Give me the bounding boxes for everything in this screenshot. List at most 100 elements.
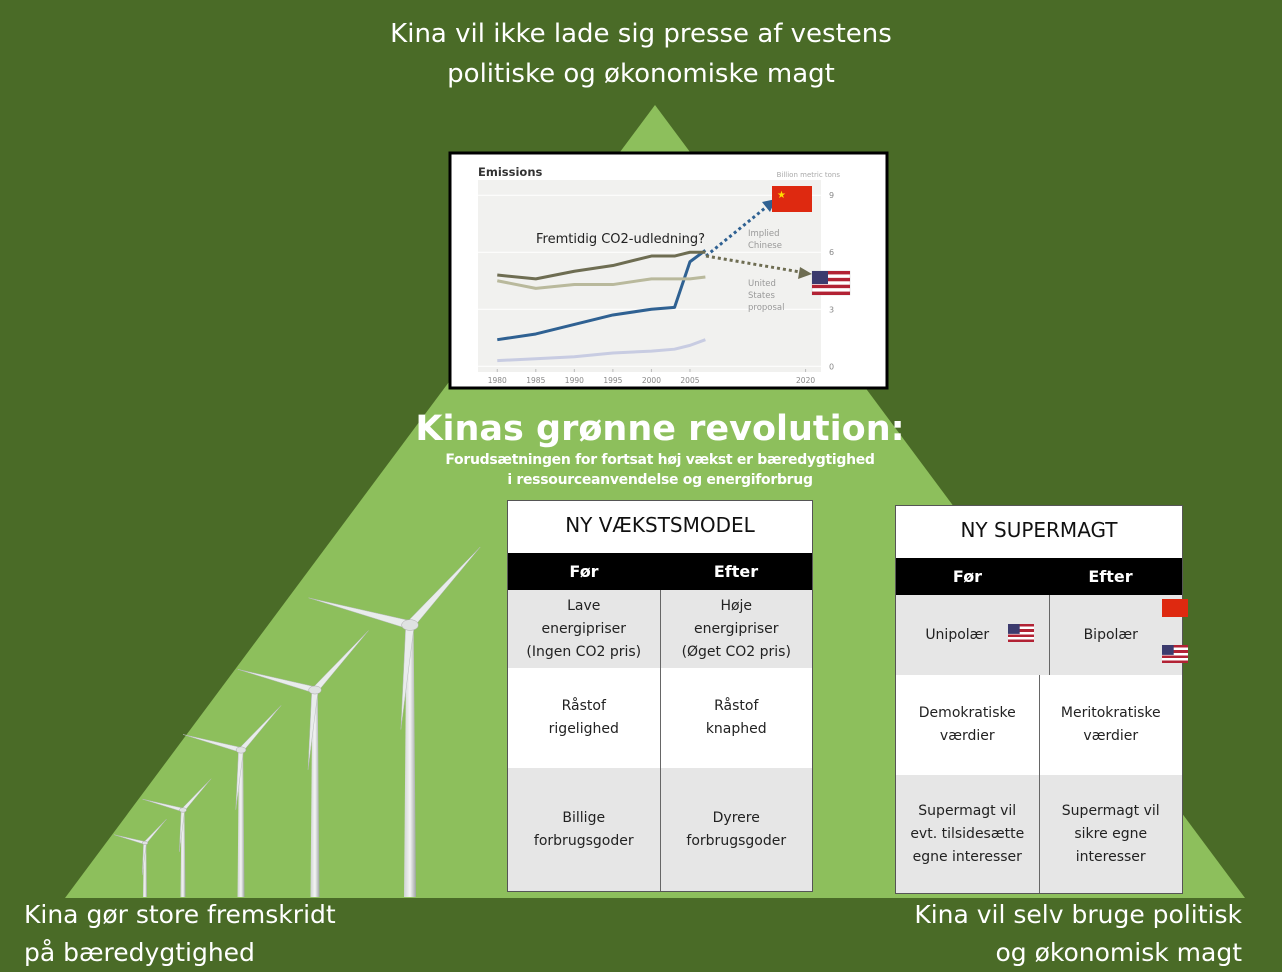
table: NY SUPERMAGT Før Efter Unipolær Bipolær Demok…	[895, 505, 1188, 894]
cell-text: Demokratiske	[918, 705, 1016, 721]
text-line: Kina vil selv bruge politisk	[914, 900, 1242, 929]
cell-text: (Ingen CO2 pris)	[526, 643, 642, 660]
flag-canton	[812, 271, 828, 284]
flag-stripe	[812, 291, 850, 295]
table-cell: Bipolær	[1050, 595, 1188, 675]
text-line: på bæredygtighed	[24, 938, 255, 967]
y-tick-label: 9	[829, 191, 834, 200]
series-label: Implied	[748, 229, 780, 239]
x-tick-label: 1990	[565, 376, 584, 385]
flag-us	[1161, 645, 1188, 663]
series-label: States	[748, 291, 775, 301]
text-line: Kina vil ikke lade sig presse af vestens	[390, 19, 892, 49]
column-header: Før	[952, 567, 983, 586]
cell-text: Meritokratiske	[1060, 705, 1161, 721]
table-row: Råstof rigelighed Råstof knaphed	[508, 668, 812, 768]
table-cell: Supermagt vil evt. tilsidesætte egne inter…	[896, 775, 1040, 893]
top-text: Kina vil ikke lade sig presse af vestens…	[0, 14, 1282, 94]
y-tick-label: 6	[829, 248, 834, 257]
table-cell: Unipolær	[896, 595, 1050, 675]
emissions-chart: 0 3 6 9 1980 1985 1990 1995 2000 2005 2020 ★ Emissio…	[448, 151, 889, 390]
series-line	[497, 338, 706, 363]
table-cell: Supermagt vil sikre egne interesser	[1040, 775, 1183, 893]
cell-text: egne interesser	[912, 848, 1022, 865]
cell-text: værdier	[939, 728, 995, 744]
cell-text: rigelighed	[548, 721, 619, 737]
cell-text: (Øget CO2 pris)	[681, 643, 791, 660]
unit-label: Billion metric tons	[777, 171, 841, 179]
table-cell: Meritokratiske værdier	[1040, 675, 1183, 775]
cell-text: Dyrere	[712, 809, 760, 826]
column-header: Efter	[713, 562, 759, 581]
wind-turbines	[114, 546, 481, 897]
series-line	[497, 249, 707, 342]
cell-text: Supermagt vil	[918, 802, 1017, 819]
series-label: United	[748, 279, 776, 289]
flag-stripe	[812, 271, 850, 275]
table: NY VÆKSTSMODEL Før Efter Lave energipriser (I…	[507, 500, 813, 892]
arrow-head	[798, 267, 812, 279]
table-row: Unipolær Bipolær	[896, 595, 1188, 675]
plot-area	[478, 180, 821, 372]
series-label: Chinese	[748, 241, 782, 251]
heading-subtitle: Forudsætningen for fortsat høj vækst er …	[445, 452, 875, 468]
column-header: Før	[569, 562, 599, 581]
cell-text: Bipolær	[1083, 626, 1138, 643]
table-row: Demokratiske værdier Meritokratiske værdier	[896, 675, 1182, 775]
turbine-tower	[237, 750, 245, 897]
y-tick-label: 3	[829, 305, 834, 314]
turbine-tower	[404, 625, 416, 897]
cell-text: knaphed	[705, 721, 767, 737]
flag-china	[1161, 599, 1188, 617]
cell-text: energipriser	[693, 620, 779, 637]
x-tick-label: 1995	[603, 376, 622, 385]
table-cell: Demokratiske værdier	[896, 675, 1040, 775]
turbine-hub	[401, 619, 419, 631]
cell-text: interesser	[1075, 848, 1146, 865]
flag-china	[772, 186, 812, 212]
table-cell: Høje energipriser (Øget CO2 pris)	[661, 590, 813, 668]
table-row: Billige forbrugsgoder Dyrere forbrugsgoder	[508, 768, 812, 891]
heading-subtitle: i ressourceanvendelse og energiforbrug	[507, 472, 813, 488]
turbine-hub	[308, 685, 322, 695]
text-line: og økonomisk magt	[995, 938, 1242, 967]
chart-title: Emissions	[478, 165, 543, 179]
projection-arrow	[705, 202, 771, 258]
table-row: Supermagt vil evt. tilsidesætte egne inter…	[896, 775, 1182, 893]
cell-text: værdier	[1083, 728, 1139, 744]
series-line	[497, 250, 706, 281]
cell-text: Billige	[562, 809, 606, 826]
cell-text: Lave	[567, 597, 601, 614]
x-tick-label: 2005	[680, 376, 699, 385]
x-tick-label: 1980	[488, 376, 507, 385]
table-cell: Råstof rigelighed	[508, 668, 661, 768]
x-tick-label: 2020	[796, 376, 815, 385]
table-title: NY VÆKSTSMODEL	[565, 513, 755, 537]
turbine-tower	[310, 690, 320, 897]
bottom-left-text: Kina gør store fremskridt på bæredygtigh…	[24, 896, 336, 972]
cell-text: sikre egne	[1074, 825, 1148, 842]
series-label: proposal	[748, 303, 785, 313]
text-line: Kina gør store fremskridt	[24, 900, 336, 929]
flag-stripe	[812, 277, 850, 282]
x-tick-label: 2000	[642, 376, 661, 385]
cell-text: energipriser	[541, 620, 627, 637]
text-line: politiske og økonomiske magt	[447, 59, 835, 89]
flag-star: ★	[777, 190, 786, 201]
cell-text: Råstof	[714, 698, 759, 714]
turbine-hub	[141, 840, 149, 846]
cell-text: Høje	[720, 597, 753, 614]
turbine-hub	[179, 807, 187, 813]
cell-text: Råstof	[561, 698, 606, 714]
column-header: Efter	[1088, 567, 1133, 586]
table-cell: Råstof knaphed	[661, 668, 813, 768]
table-cell: Lave energipriser (Ingen CO2 pris)	[508, 590, 661, 668]
table-row: Lave energipriser (Ingen CO2 pris) Høje ener…	[508, 590, 812, 668]
cell-text: Supermagt vil	[1061, 802, 1160, 819]
cell-text: forbrugsgoder	[533, 832, 634, 849]
y-tick-label: 0	[829, 362, 834, 371]
table-cell: Dyrere forbrugsgoder	[661, 768, 813, 891]
heading-title: Kinas grønne revolution:	[415, 409, 905, 449]
annotation: Fremtidig CO2-udledning?	[536, 232, 705, 247]
